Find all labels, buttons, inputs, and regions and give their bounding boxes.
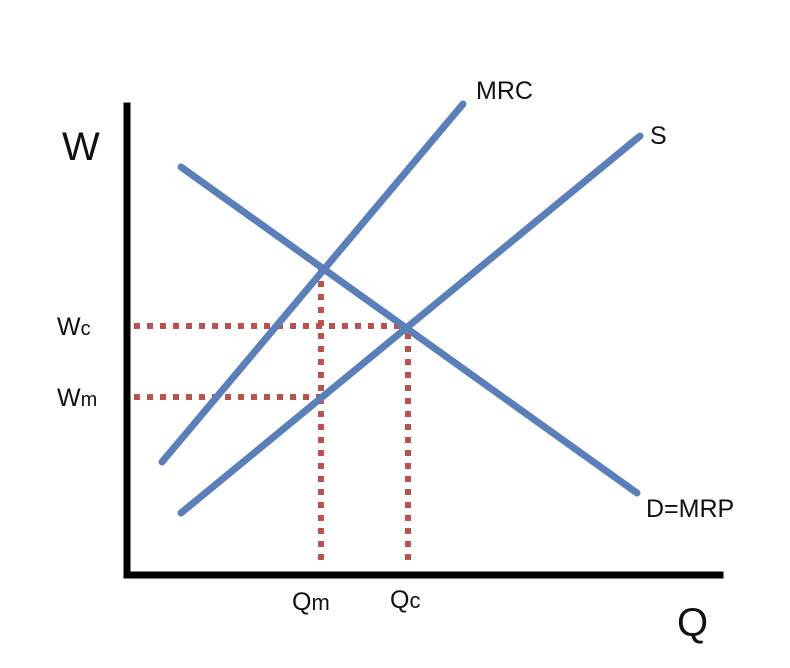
wage-monopsony-main: W [57, 384, 81, 412]
quantity-monopsony-label: Qm [292, 588, 330, 616]
x-axis-title: Q [677, 601, 708, 645]
mrc-curve [158, 100, 467, 466]
quantity-competitive-main: Q [390, 586, 409, 614]
wage-competitive-main: W [57, 313, 81, 341]
wage-monopsony-label: Wm [57, 384, 97, 412]
supply-curve [177, 132, 644, 517]
demand-mrp-label: D=MRP [646, 495, 734, 523]
quantity-monopsony-main: Q [292, 588, 311, 616]
mrc-label: MRC [476, 77, 533, 105]
wage-monopsony-sub: m [81, 389, 98, 411]
y-axis-title: W [62, 125, 100, 169]
wage-competitive-label: Wc [57, 313, 91, 341]
quantity-competitive-sub: c [409, 588, 420, 613]
wage-competitive-sub: c [81, 318, 91, 340]
quantity-monopsony-sub: m [311, 590, 329, 615]
supply-label: S [650, 122, 667, 150]
quantity-competitive-label: Qc [390, 586, 420, 614]
